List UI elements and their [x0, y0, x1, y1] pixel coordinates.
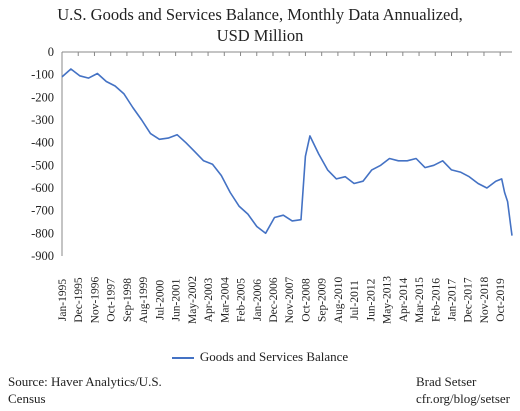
y-tick-label: -200: [31, 90, 54, 104]
x-tick-label: Aug-2010: [333, 276, 345, 323]
chart-title-line-2: USD Million: [216, 26, 304, 45]
x-tick-label: Oct-2019: [495, 278, 507, 322]
x-tick-label: Sep-1998: [122, 278, 134, 322]
author-note: Brad Setser cfr.org/blog/setser: [416, 373, 520, 407]
y-tick-label: -700: [31, 204, 54, 218]
source-note: Source: Haver Analytics/U.S. Census: [8, 373, 198, 407]
x-tick-label: Nov-2007: [284, 276, 296, 323]
x-tick-label: Mar-2015: [414, 277, 426, 323]
series-line-goods-and-services-balance: [61, 68, 513, 236]
y-tick-label: -500: [31, 158, 54, 172]
x-tick-label: Jun-2012: [365, 278, 377, 321]
x-tick-label: Aug-1999: [138, 276, 150, 323]
chart-title: U.S. Goods and Services Balance, Monthly…: [0, 4, 520, 46]
y-tick-label: -800: [31, 226, 54, 240]
x-tick-label: Apr-2003: [203, 278, 215, 323]
x-tick-label: Feb-2016: [430, 278, 442, 322]
y-tick-label: -400: [31, 136, 54, 150]
y-tick-label: -100: [31, 68, 54, 82]
chart-title-line-1: U.S. Goods and Services Balance, Monthly…: [57, 5, 463, 24]
y-tick-label: -600: [31, 181, 54, 195]
author-line-2: cfr.org/blog/setser: [416, 391, 510, 406]
x-tick-label: Dec-2017: [463, 277, 475, 323]
x-tick-label: Feb-2005: [236, 278, 248, 322]
x-tick-label: Mar-2004: [219, 277, 231, 323]
x-tick-label: May-2013: [382, 276, 394, 324]
x-tick-label: May-2002: [187, 276, 199, 324]
y-tick-label: -900: [31, 249, 54, 263]
x-tick-label: Jan-2017: [447, 279, 459, 321]
x-tick-label: Apr-2014: [398, 278, 410, 323]
x-tick-label: Dec-1995: [73, 277, 85, 323]
x-tick-label: Dec-2006: [268, 277, 280, 323]
x-tick-label: Oct-1997: [106, 278, 118, 322]
x-tick-label: Jul-2000: [154, 280, 166, 321]
source-line-1: Source: Haver Analytics/U.S.: [8, 374, 162, 389]
x-tick-label: Sep-2009: [317, 278, 329, 322]
x-tick-label: Jun-2001: [171, 278, 183, 321]
legend: Goods and Services Balance: [0, 349, 520, 365]
legend-swatch: [171, 357, 194, 360]
x-tick-label: Nov-1996: [89, 276, 101, 323]
x-tick-label: Jan-1995: [57, 279, 69, 321]
y-tick-label: 0: [48, 45, 54, 59]
x-tick-label: Jan-2006: [252, 279, 264, 321]
legend-label: Goods and Services Balance: [199, 349, 349, 364]
source-line-2: Census: [8, 391, 46, 406]
x-tick-label: Jul-2011: [349, 280, 361, 320]
x-tick-label: Nov-2018: [479, 276, 491, 323]
x-tick-label: Oct-2008: [300, 278, 312, 322]
y-tick-label: -300: [31, 113, 54, 127]
author-line-1: Brad Setser: [416, 374, 477, 389]
